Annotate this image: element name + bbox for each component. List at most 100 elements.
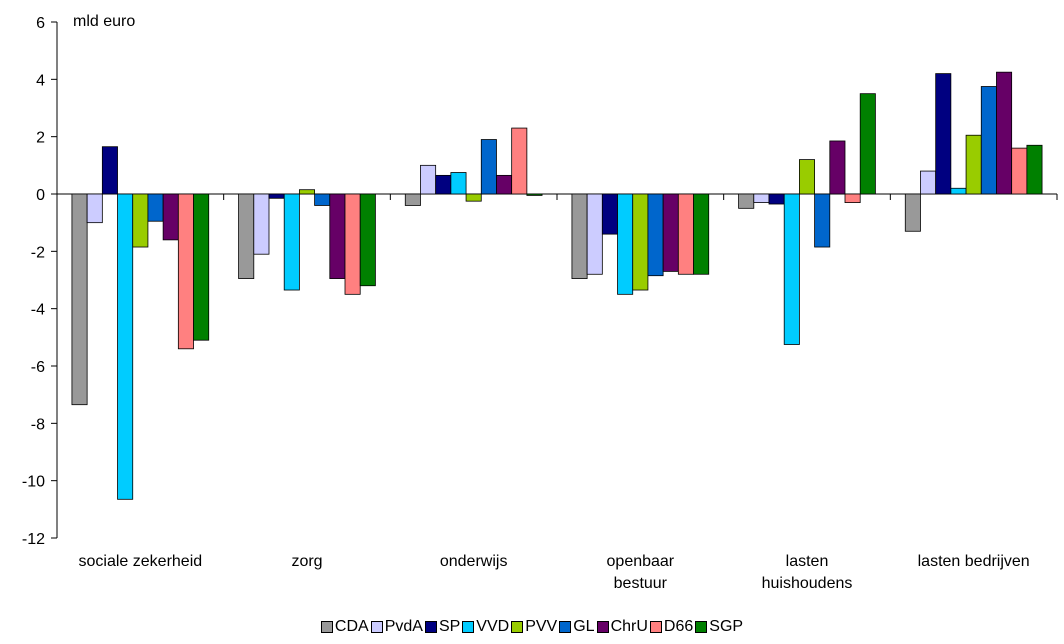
bar-pvv-1 <box>298 189 315 195</box>
legend-item-cda: CDA <box>320 618 369 636</box>
y-axis-unit-label: mld euro <box>73 13 135 30</box>
legend-swatch <box>424 621 437 633</box>
category-label: lasten <box>786 553 829 570</box>
bar-vvd-0 <box>117 193 134 500</box>
labels: 6 4 2 0 -2 -4 -6 -8 -10 -12 mld euro sociale zekerh… <box>22 13 1030 592</box>
legend-item-d66: D66 <box>649 618 694 636</box>
legend-label: CDA <box>334 618 369 635</box>
bar-sp-3 <box>601 193 618 235</box>
bar-d66-0 <box>177 193 194 350</box>
bar-d66-3 <box>677 193 694 275</box>
bar-chru-4 <box>829 140 846 195</box>
bar-chru-0 <box>162 193 179 241</box>
category-label: bestuur <box>614 575 668 592</box>
legend-label: PVV <box>525 618 558 635</box>
bars <box>71 71 1043 500</box>
legend-swatch <box>370 621 383 633</box>
bar-gl-0 <box>147 193 164 222</box>
bar-chru-3 <box>662 193 679 272</box>
y-tick-label: 6 <box>36 15 45 32</box>
axes <box>51 21 1058 539</box>
y-tick-label: -10 <box>22 474 45 491</box>
legend-item-chru: ChrU <box>596 618 648 636</box>
bar-pvda-2 <box>420 164 437 195</box>
bar-chart: 6 4 2 0 -2 -4 -6 -8 -10 -12 mld euro sociale zekerh… <box>22 13 1058 592</box>
legend-swatch <box>695 621 708 633</box>
bar-cda-0 <box>71 193 88 406</box>
bar-pvda-3 <box>586 193 603 275</box>
category-label: huishoudens <box>762 575 853 592</box>
bar-pvda-4 <box>753 193 770 204</box>
bar-sgp-0 <box>193 193 210 341</box>
bar-cda-2 <box>404 193 421 206</box>
bar-pvda-5 <box>920 170 937 195</box>
bar-vvd-3 <box>617 193 634 295</box>
legend-label: PvdA <box>384 618 423 635</box>
bar-sgp-4 <box>859 93 876 195</box>
bar-cda-4 <box>738 193 755 209</box>
legend-item-gl: GL <box>559 618 595 636</box>
y-tick-label: -2 <box>31 244 45 261</box>
legend-swatch <box>320 621 333 633</box>
legend-label: GL <box>573 618 595 635</box>
legend-item-pvda: PvdA <box>370 618 423 636</box>
category-label: sociale zekerheid <box>79 553 203 570</box>
bar-sgp-5 <box>1026 144 1043 195</box>
legend-label: VVD <box>476 618 510 635</box>
bar-pvda-0 <box>86 193 103 224</box>
bar-pvv-0 <box>132 193 149 248</box>
legend-swatch <box>596 621 609 633</box>
bar-cda-1 <box>238 193 255 279</box>
y-tick-label: -6 <box>31 359 45 376</box>
bar-sp-5 <box>935 73 952 195</box>
bar-gl-3 <box>647 193 664 277</box>
bar-sp-0 <box>101 146 118 195</box>
bar-chru-5 <box>996 71 1013 195</box>
bar-sp-1 <box>268 193 285 199</box>
legend-swatch <box>462 621 475 633</box>
bar-pvv-4 <box>799 159 816 195</box>
bar-d66-1 <box>344 193 361 295</box>
legend-item-vvd: VVD <box>462 618 509 636</box>
legend-swatch <box>649 621 662 633</box>
bar-gl-2 <box>480 139 497 195</box>
bar-cda-5 <box>904 193 921 232</box>
legend-item-sp: SP <box>424 618 461 636</box>
bar-pvv-2 <box>465 193 482 202</box>
category-label: lasten bedrijven <box>918 553 1030 570</box>
legend-item-sgp: SGP <box>695 618 743 636</box>
bar-sp-4 <box>768 193 785 205</box>
bar-vvd-2 <box>450 172 467 195</box>
legend-label: SP <box>438 618 461 635</box>
bar-d66-2 <box>511 127 528 195</box>
y-tick-label: -4 <box>31 302 45 319</box>
bar-vvd-4 <box>783 193 800 345</box>
bar-sgp-3 <box>693 193 710 275</box>
bar-sgp-1 <box>359 193 376 287</box>
legend-swatch <box>559 621 572 633</box>
bar-pvv-3 <box>632 193 649 291</box>
legend-item-pvv: PVV <box>511 618 557 636</box>
y-tick-label: 2 <box>36 130 45 147</box>
legend-swatch <box>511 621 524 633</box>
bar-d66-5 <box>1011 147 1028 195</box>
legend-label: D66 <box>663 618 694 635</box>
bar-pvv-5 <box>965 134 982 195</box>
category-label: onderwijs <box>440 553 508 570</box>
y-tick-label: 4 <box>36 72 45 89</box>
bar-gl-4 <box>814 193 831 248</box>
bar-gl-5 <box>980 86 997 195</box>
bar-pvda-1 <box>253 193 270 255</box>
legend-label: ChrU <box>610 618 648 635</box>
y-tick-label: 0 <box>36 187 45 204</box>
bar-sp-2 <box>435 174 452 195</box>
bar-vvd-5 <box>950 187 967 195</box>
legend: CDA PvdA SP VVD PVV GL ChrU D66 SGP <box>0 618 1064 638</box>
y-tick-label: -8 <box>31 416 45 433</box>
bar-sgp-2 <box>526 193 543 196</box>
bar-cda-3 <box>571 193 588 279</box>
bar-d66-4 <box>844 193 861 204</box>
y-tick-label: -12 <box>22 531 45 548</box>
bar-vvd-1 <box>283 193 300 291</box>
category-label: openbaar <box>607 553 675 570</box>
